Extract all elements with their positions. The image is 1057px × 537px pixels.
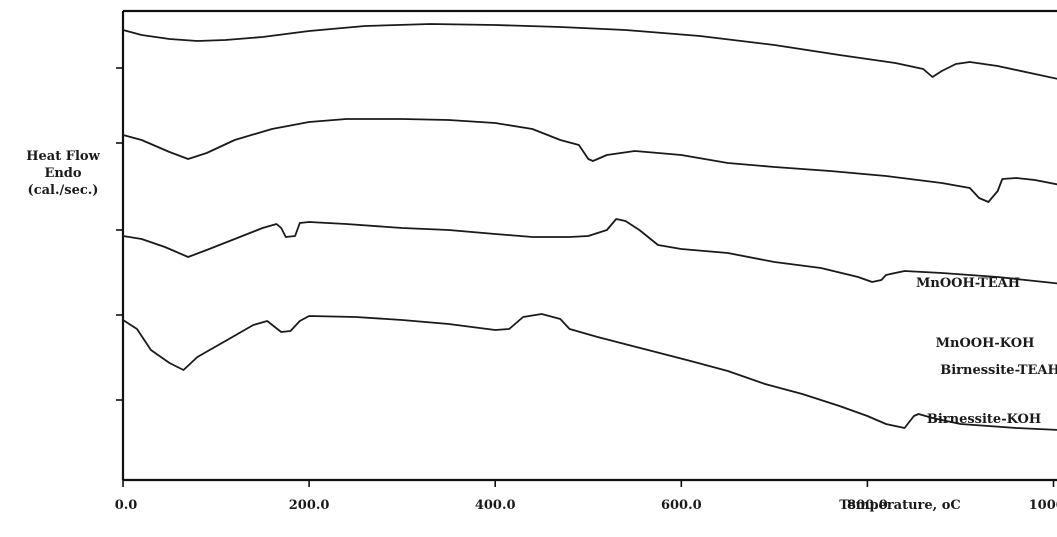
x-axis-label: Temperature, oC <box>839 498 961 513</box>
x-tick-label: 600.0 <box>661 498 702 513</box>
series-label-birnessite-teah: Birnessite-TEAH <box>940 363 1057 378</box>
series-label-birnessite-koh: Birnessite-KOH <box>927 412 1041 427</box>
x-tick-label: 400.0 <box>475 498 516 513</box>
x-tick-label: 200.0 <box>289 498 330 513</box>
y-axis-label-line-3: (cal./sec.) <box>28 183 99 198</box>
x-ticks: 0.0 200.0 400.0 600.0 800.0 1000.0 <box>115 480 1057 513</box>
x-tick-label: 800.0 <box>847 498 888 513</box>
series-curves <box>122 23 1057 431</box>
x-tick-label: 1000.0 <box>1029 498 1057 513</box>
y-ticks <box>116 67 123 401</box>
series-line-mnooh-koh <box>122 118 1057 203</box>
x-tick-label: 0.0 <box>115 498 138 513</box>
series-line-birnessite-teah <box>122 218 1057 285</box>
series-line-mnooh-teah <box>122 23 1057 80</box>
y-axis-label-line-1: Heat Flow <box>26 149 100 164</box>
series-line-birnessite-koh <box>122 313 1057 431</box>
series-label-mnooh-koh: MnOOH-KOH <box>936 336 1035 351</box>
series-label-mnooh-teah: MnOOH-TEAH <box>916 276 1020 291</box>
y-axis-label-line-2: Endo <box>44 166 81 181</box>
